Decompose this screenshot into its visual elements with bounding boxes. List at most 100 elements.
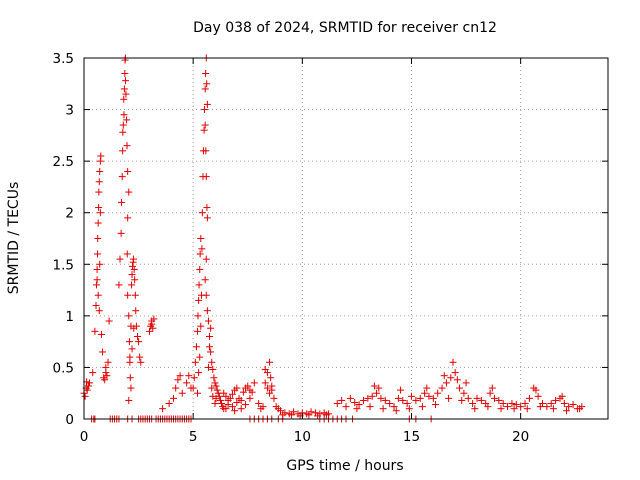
- data-point: [97, 330, 105, 338]
- data-point: [490, 394, 498, 402]
- data-point: [222, 392, 230, 400]
- data-point: [125, 396, 133, 404]
- data-point: [364, 394, 372, 402]
- x-tick-label: 10: [294, 429, 311, 445]
- data-point: [176, 372, 184, 380]
- data-point: [207, 324, 215, 332]
- data-point: [94, 235, 102, 242]
- data-point: [95, 188, 103, 196]
- data-point: [534, 392, 542, 400]
- data-point: [192, 343, 200, 351]
- data-point: [267, 374, 275, 382]
- data-point: [170, 394, 178, 402]
- data-point: [92, 302, 100, 310]
- data-point: [81, 392, 89, 400]
- data-point: [196, 265, 204, 273]
- x-tick-label: 0: [80, 429, 89, 445]
- x-axis-label: GPS time / hours: [286, 458, 403, 474]
- y-tick-label: 3: [65, 103, 74, 119]
- data-point: [359, 396, 367, 404]
- data-point: [222, 405, 230, 413]
- y-tick-label: 0: [65, 412, 74, 428]
- data-point: [440, 372, 448, 380]
- data-point: [83, 386, 91, 394]
- data-point: [244, 382, 252, 390]
- data-point: [381, 396, 389, 404]
- data-point: [366, 403, 374, 411]
- chart-title: Day 038 of 2024, SRMTID for receiver cn1…: [193, 20, 497, 36]
- data-point: [104, 358, 112, 366]
- data-point: [532, 386, 540, 394]
- data-point: [418, 403, 426, 411]
- data-point: [94, 291, 102, 299]
- data-point: [172, 384, 180, 392]
- data-point: [394, 394, 402, 402]
- data-point: [127, 384, 135, 392]
- data-point: [504, 403, 512, 411]
- data-point: [202, 69, 210, 77]
- data-point: [377, 394, 385, 402]
- data-point: [261, 365, 269, 373]
- data-point: [228, 390, 236, 398]
- data-point: [212, 394, 220, 402]
- data-point: [136, 353, 144, 361]
- data-point: [351, 398, 359, 406]
- data-point: [233, 384, 241, 392]
- data-point: [497, 405, 505, 413]
- data-point: [239, 388, 247, 396]
- data-point: [95, 178, 103, 186]
- data-point: [211, 379, 219, 387]
- data-point: [261, 379, 269, 387]
- data-point: [120, 95, 128, 103]
- data-point: [130, 255, 138, 263]
- data-point: [279, 411, 287, 419]
- data-point: [495, 396, 503, 404]
- data-point: [183, 379, 191, 387]
- data-point: [185, 372, 193, 380]
- y-tick-label: 3.5: [53, 51, 74, 67]
- data-point: [137, 358, 145, 366]
- data-point: [94, 219, 102, 227]
- data-point: [117, 229, 125, 237]
- data-point: [174, 376, 182, 384]
- data-point: [126, 353, 134, 361]
- data-point: [565, 403, 573, 411]
- data-point: [449, 358, 457, 366]
- data-point: [201, 121, 209, 129]
- data-point: [216, 396, 224, 404]
- data-point: [103, 372, 111, 380]
- data-point: [195, 281, 203, 289]
- data-point: [547, 400, 555, 408]
- data-point: [255, 400, 263, 408]
- data-point: [569, 401, 577, 409]
- data-point: [189, 384, 197, 392]
- data-point: [268, 386, 276, 394]
- data-point: [210, 374, 218, 382]
- data-point: [208, 384, 216, 392]
- data-point: [125, 338, 133, 346]
- data-point: [558, 392, 566, 400]
- x-tick-labels: 0 5 10 15 20: [80, 429, 530, 445]
- data-point: [203, 80, 211, 88]
- data-point: [484, 403, 492, 411]
- data-point: [338, 396, 346, 404]
- data-point: [206, 332, 214, 340]
- data-point: [131, 291, 139, 299]
- data-point: [131, 276, 139, 284]
- data-point: [342, 403, 350, 411]
- data-point: [464, 394, 472, 402]
- data-point: [93, 265, 101, 273]
- y-tick-label: 1.5: [53, 257, 74, 273]
- data-point: [390, 403, 398, 411]
- data-point: [133, 332, 141, 340]
- data-point: [125, 312, 133, 320]
- data-point: [194, 312, 202, 320]
- data-point: [421, 389, 429, 397]
- data-point: [201, 276, 209, 284]
- data-point: [123, 250, 131, 258]
- data-point: [206, 343, 214, 351]
- data-point: [97, 152, 105, 160]
- data-point: [197, 235, 205, 242]
- data-point: [425, 392, 433, 400]
- data-point: [536, 403, 544, 411]
